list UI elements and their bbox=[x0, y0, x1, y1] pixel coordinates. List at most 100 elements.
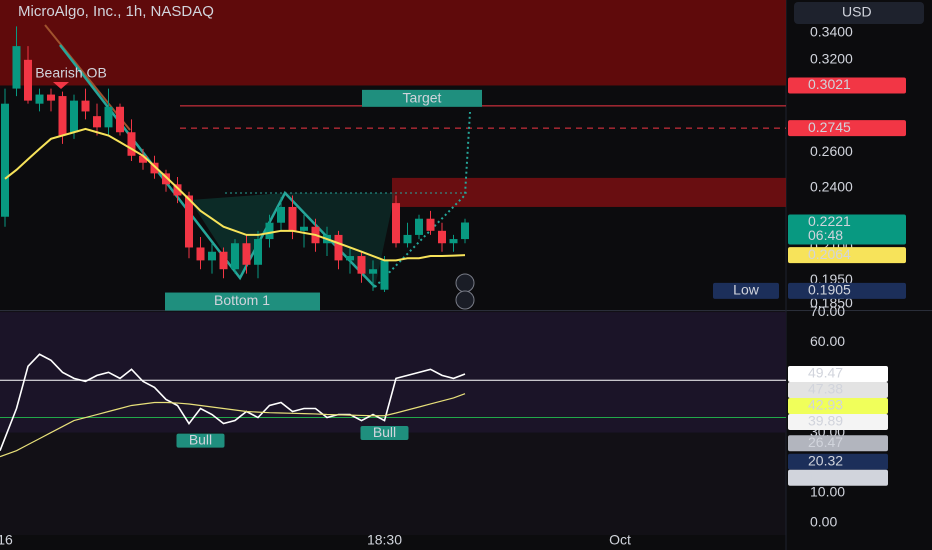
candle-body bbox=[334, 234, 343, 261]
value-tag-label: 39.89 bbox=[808, 413, 843, 429]
candle-body bbox=[47, 94, 55, 101]
candle-body bbox=[196, 247, 205, 261]
candle-body bbox=[116, 106, 124, 133]
price-tag-note-box bbox=[713, 282, 779, 299]
value-tag-label: 20.32 bbox=[808, 452, 843, 468]
signal-box bbox=[176, 433, 225, 448]
value-tag-label: 42.93 bbox=[808, 397, 843, 413]
moving-average bbox=[4, 127, 466, 262]
rsi-band bbox=[0, 312, 786, 433]
zones bbox=[0, 0, 786, 433]
rsi-line bbox=[0, 353, 466, 451]
price-tag-label: 0.1905 bbox=[808, 282, 851, 298]
annotation: Bottom 1 bbox=[214, 292, 270, 308]
value-tag-label: 26.47 bbox=[808, 434, 843, 450]
value-tag bbox=[788, 381, 888, 398]
event-icon[interactable] bbox=[455, 290, 475, 310]
value-tag bbox=[788, 469, 888, 486]
trend-line bbox=[44, 24, 131, 131]
zone bbox=[0, 0, 786, 86]
x-tick-label: 16 bbox=[0, 532, 13, 548]
value-tag-label: 47.38 bbox=[808, 381, 843, 397]
plot: Target Bearish OB Bottom 1 Bull Bull bbox=[0, 26, 482, 458]
price-tag bbox=[788, 77, 906, 94]
candle-body bbox=[392, 203, 400, 244]
currency-button[interactable] bbox=[794, 2, 924, 24]
price-tag-label: 0.3021 bbox=[808, 76, 851, 92]
candle-body bbox=[173, 184, 182, 196]
candle-body bbox=[242, 243, 251, 265]
candle-body bbox=[369, 269, 377, 274]
candle-body bbox=[461, 222, 469, 240]
y-tick-label: 60.00 bbox=[810, 333, 845, 349]
y-tick-label: 0.00 bbox=[810, 514, 837, 530]
price-tag bbox=[788, 120, 906, 137]
candle-body bbox=[415, 218, 423, 235]
x-tick-label: 18:30 bbox=[367, 532, 402, 548]
candle-body bbox=[104, 106, 113, 128]
price-tag bbox=[788, 247, 906, 264]
value-tag bbox=[788, 365, 888, 382]
zone bbox=[392, 177, 786, 207]
price-tag-note: 06:48 bbox=[808, 227, 843, 243]
candle-body bbox=[277, 206, 285, 223]
candle-body bbox=[265, 222, 274, 240]
candle-body bbox=[58, 96, 67, 136]
price-tag-note: Low bbox=[733, 282, 760, 298]
candle-body bbox=[380, 260, 389, 290]
annotation-arrow bbox=[53, 81, 69, 89]
candle-body bbox=[93, 116, 101, 128]
price-tag bbox=[788, 214, 906, 245]
candle-body bbox=[288, 206, 297, 231]
candle-body bbox=[449, 239, 458, 244]
value-tag bbox=[788, 413, 888, 430]
annotation-box bbox=[165, 292, 320, 311]
price-tag-label: 0.2064 bbox=[808, 246, 851, 262]
signal-label: Bull bbox=[373, 424, 396, 440]
candle-body bbox=[162, 173, 170, 185]
y-tick-label: 70.00 bbox=[810, 303, 845, 319]
candle-body bbox=[35, 94, 44, 104]
candle-body bbox=[185, 195, 193, 248]
candle-body bbox=[300, 226, 308, 231]
rsi-line bbox=[0, 393, 466, 458]
currency[interactable]: USD bbox=[842, 4, 872, 20]
candle-body bbox=[426, 218, 435, 231]
candle-body bbox=[219, 251, 228, 270]
y-tick-label: 0.3200 bbox=[810, 51, 853, 67]
candle-body bbox=[12, 46, 21, 89]
candle-body bbox=[357, 256, 366, 274]
level-label: Target bbox=[403, 90, 442, 106]
candle-body bbox=[403, 234, 412, 244]
candle-body bbox=[127, 132, 136, 156]
value-tag bbox=[788, 453, 888, 470]
value-tag-label: 18.46 bbox=[808, 468, 843, 484]
value-tag bbox=[788, 397, 888, 414]
signal-box bbox=[360, 426, 409, 441]
price-tag-label: 0.2745 bbox=[808, 119, 851, 135]
level-label-box bbox=[362, 89, 482, 107]
annotation: Bearish OB bbox=[35, 65, 107, 81]
event-icon[interactable] bbox=[455, 273, 475, 293]
signal-label: Bull bbox=[189, 431, 212, 447]
candle-body bbox=[208, 251, 216, 261]
y-tick-label: 0.2600 bbox=[810, 143, 853, 159]
y-tick-label: 0.2400 bbox=[810, 179, 853, 195]
candle-body bbox=[438, 230, 446, 244]
candle-body bbox=[150, 162, 159, 174]
value-tag bbox=[788, 435, 888, 452]
candle-body bbox=[70, 100, 78, 133]
candle-body bbox=[24, 59, 32, 101]
candle-body bbox=[231, 243, 239, 270]
candle-body bbox=[1, 103, 9, 217]
price-tag-label: 0.2221 bbox=[808, 213, 851, 229]
y-tick-label: 0.3400 bbox=[810, 24, 853, 40]
chart-title: MicroAlgo, Inc., 1h, NASDAQ bbox=[18, 3, 214, 20]
x-tick-label: Oct bbox=[609, 532, 631, 548]
candle-body bbox=[139, 155, 147, 163]
candle-body bbox=[254, 239, 262, 265]
candle-body bbox=[81, 100, 90, 112]
price-tag bbox=[788, 282, 906, 299]
